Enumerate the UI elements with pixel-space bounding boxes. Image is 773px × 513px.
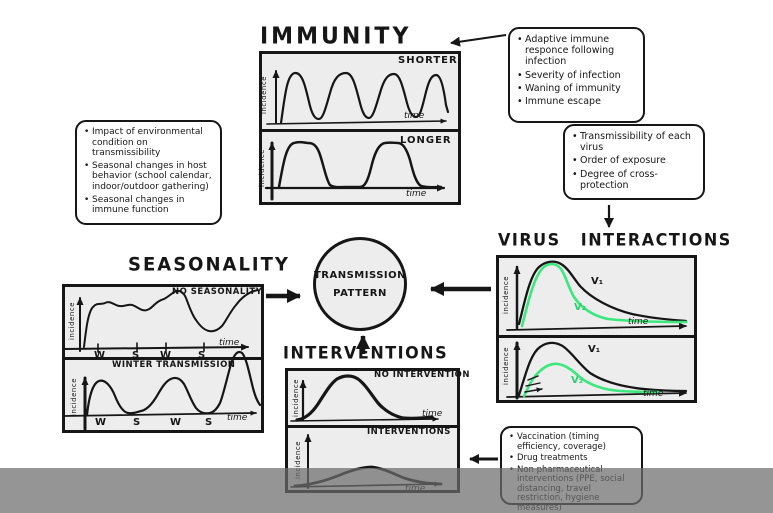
virus-panel-divider [499,335,694,338]
factor-item: Drug treatments [509,454,634,464]
x-axis-label: time [422,409,443,419]
x-axis-label: time [219,338,240,348]
interventions-panel-divider [288,425,457,428]
y-axis-label: incidence [68,301,76,341]
immunity-plot-box [259,51,461,205]
season-tick: W [95,417,107,428]
factor-item: Vaccination (timing efficiency, coverage… [509,432,634,452]
factor-item: Immune escape [517,96,636,107]
factor-item: Waning of immunity [517,83,636,94]
y-axis-label: incidence [260,75,268,115]
immunity-title: IMMUNITY [260,23,412,50]
season-tick: S [198,350,206,361]
interventions-title: INTERVENTIONS [283,342,449,363]
season-tick: S [205,417,213,428]
interventions-panel-label: INTERVENTIONS [367,427,451,437]
x-axis-label: time [628,317,649,327]
x-axis-label: time [227,413,248,423]
immunity-factors-box: Adaptive immune responce following infec… [508,27,645,123]
winter-transmission-label: WINTER TRANSMISSION [112,360,236,370]
immunity-shorter-label: SHORTER [398,55,458,66]
immunity-longer-label: LONGER [400,135,452,146]
virus1-label: V₁ [588,344,601,355]
center-node-line1: TRANSMISSION [313,269,407,281]
center-node-line2: PATTERN [333,287,387,299]
factor-item: Impact of environmental condition on tra… [84,127,213,159]
virus1-label: V₁ [591,276,604,287]
x-axis-label: time [406,189,427,199]
virus2-label: V₂ [574,302,587,313]
seasonality-title: SEASONALITY [128,253,290,276]
factor-item: Degree of cross-protection [572,169,696,191]
no-intervention-label: NO INTERVENTION [374,370,471,380]
season-tick: W [160,350,172,361]
factor-item: Seasonal changes in host behavior (schoo… [84,161,213,193]
x-axis-label: time [643,389,664,399]
y-axis-label: incidence [292,378,300,418]
factor-item: Seasonal changes in immune function [84,195,213,216]
season-tick: W [94,350,106,361]
season-tick: W [170,417,182,428]
factor-item: Adaptive immune responce following infec… [517,34,636,68]
immunity-panel-divider [262,129,458,132]
arrow-immunityfactors-to-immunity [450,34,507,47]
y-axis-label: incidence [70,377,78,417]
gray-overlay-band [0,468,773,513]
virus2-label: V₂ [571,375,584,386]
transmission-pattern-node: TRANSMISSION PATTERN [313,237,407,331]
factor-item: Severity of infection [517,70,636,81]
y-axis-label: incidence [258,148,266,188]
x-axis-label: time [404,111,425,121]
y-axis-label: incidence [502,346,510,386]
virus-factors-box: Transmissibility of each virus Order of … [563,124,705,200]
y-axis-label: incidence [502,275,510,315]
factor-item: Order of exposure [572,155,696,166]
environment-factors-box: Impact of environmental condition on tra… [75,120,222,225]
season-tick: S [133,417,141,428]
virus-interactions-title: VIRUS INTERACTIONS [498,229,732,250]
no-seasonality-label: NO SEASONALITY [172,287,263,297]
factor-item: Transmissibility of each virus [572,131,696,153]
season-tick: S [132,350,140,361]
